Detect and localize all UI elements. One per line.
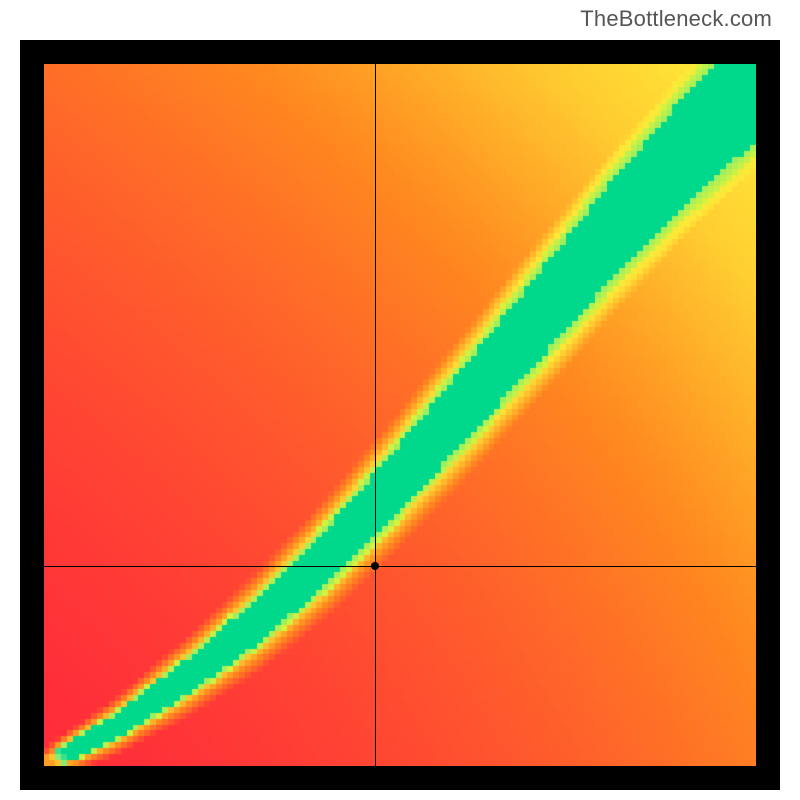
heatmap-plot [44,64,756,766]
crosshair-marker [371,562,379,570]
page-root: TheBottleneck.com [0,0,800,800]
crosshair-horizontal [44,566,756,567]
heatmap-canvas [44,64,756,766]
crosshair-vertical [375,64,376,766]
watermark-text: TheBottleneck.com [580,6,772,32]
